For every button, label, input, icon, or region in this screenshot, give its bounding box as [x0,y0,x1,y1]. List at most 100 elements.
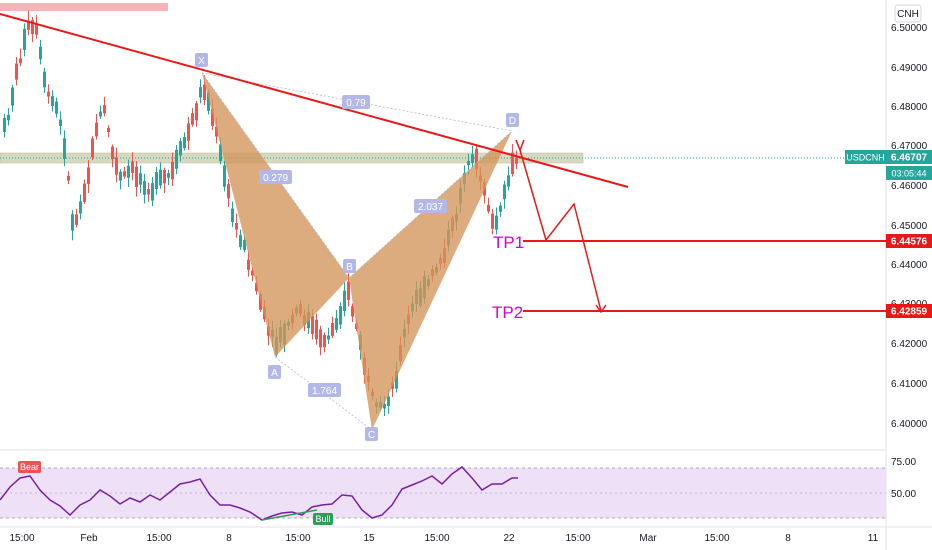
candle-body [7,114,10,121]
candle-body [223,165,226,187]
pattern-triangle-xab [202,73,349,357]
candle-body [15,63,18,80]
ratio-xd-label: 0.79 [346,98,366,109]
candle-body [243,239,246,251]
tp1-price-tag: 6.44576 [886,234,932,248]
candle-body [211,108,214,126]
candle-body [95,122,98,137]
candle-body [231,208,234,223]
candle-body [35,24,38,35]
candle-body [127,165,130,178]
bull-divergence-line [261,509,318,521]
candle-body [151,183,154,201]
candle-body [99,111,102,117]
candle-body [47,91,50,97]
point-x-badge: X [195,53,208,67]
candle-body [239,235,242,248]
candle-body [515,157,518,164]
candle-body [31,20,34,34]
point-a-label: A [271,368,278,379]
candle-body [91,138,94,158]
candle-body [251,270,254,276]
candle-body [507,175,510,187]
candle-body [63,138,66,159]
countdown-value: 03:05:44 [891,169,926,179]
candle-body [203,84,206,101]
point-d-label: D [509,116,516,127]
candle-body [103,105,106,114]
price-tick: 6.48000 [891,102,928,113]
tp2-label: TP2 [492,303,523,322]
ratio-bd-label: 2.037 [418,202,443,213]
tp2-price-tag: 6.42859 [886,304,932,318]
bear-badge: Bear [18,461,41,473]
rsi-pane[interactable]: 75.00 50.00 Bear Bull [0,457,916,525]
candle-body [19,58,22,64]
candle-body [319,329,322,348]
time-tick: Mar [639,533,657,544]
candle-body [351,306,354,317]
candle-body [175,149,178,169]
price-tick: 6.40000 [891,419,928,430]
candle-body [491,213,494,229]
symbol-tag-label: USDCNH [846,153,885,163]
candle-body [167,173,170,178]
time-axis[interactable]: 15:00 Feb 15:00 8 15:00 15 15:00 22 15:0… [9,533,878,544]
candle-body [131,161,134,173]
candle-body [511,152,514,175]
candle-body [171,161,174,180]
descending-trendline[interactable] [0,13,629,188]
price-tick: 6.42000 [891,339,928,350]
rsi-tick: 50.00 [891,489,916,500]
time-tick: 15:00 [424,533,449,544]
time-tick: 15:00 [9,533,34,544]
price-tick: 6.49000 [891,63,928,74]
time-tick: 15 [363,533,375,544]
candle-body [123,171,126,177]
candle-body [107,127,110,132]
rsi-band [0,468,886,518]
candle-body [347,281,350,300]
candle-body [135,166,138,187]
candle-body [199,87,202,98]
pattern-triangle-bcd [349,131,512,430]
time-tick: 15:00 [704,533,729,544]
candle-body [119,171,122,181]
candle-body [115,157,118,175]
rsi-tick: 75.00 [891,457,916,468]
last-price-tag: USDCNH 6.46707 03:05:44 [845,150,932,180]
candle-body [71,214,74,231]
candle-body [191,113,194,125]
projection-path[interactable] [519,149,602,312]
price-tick: 6.46000 [891,181,928,192]
candle-body [75,214,78,225]
candle-body [187,123,190,141]
candle-body [315,319,318,340]
candle-body [383,403,386,409]
tp1-label: TP1 [493,233,524,252]
candle-body [11,87,14,106]
currency-badge[interactable]: CNH [894,4,922,23]
candle-body [207,92,210,111]
bull-label: Bull [315,514,330,524]
candle-body [331,322,334,336]
price-tick: 6.45000 [891,221,928,232]
time-tick: 15:00 [146,533,171,544]
candle-body [339,306,342,325]
ratio-xd-badge: 0.79 [342,95,370,109]
candle-body [159,169,162,186]
candle-body [247,259,250,270]
time-tick: 11 [868,533,879,544]
supply-zone [0,3,168,11]
candle-body [79,201,82,214]
price-axis[interactable]: 6.50000 6.49000 6.48000 6.47000 6.46000 … [891,23,928,430]
time-tick: 22 [503,533,515,544]
candle-body [259,293,262,310]
candle-body [215,126,218,137]
ratio-xb-label: 0.279 [263,173,288,184]
candle-body [235,223,238,230]
candle-body [471,154,474,163]
bear-label: Bear [20,462,39,472]
candle-body [83,183,86,202]
